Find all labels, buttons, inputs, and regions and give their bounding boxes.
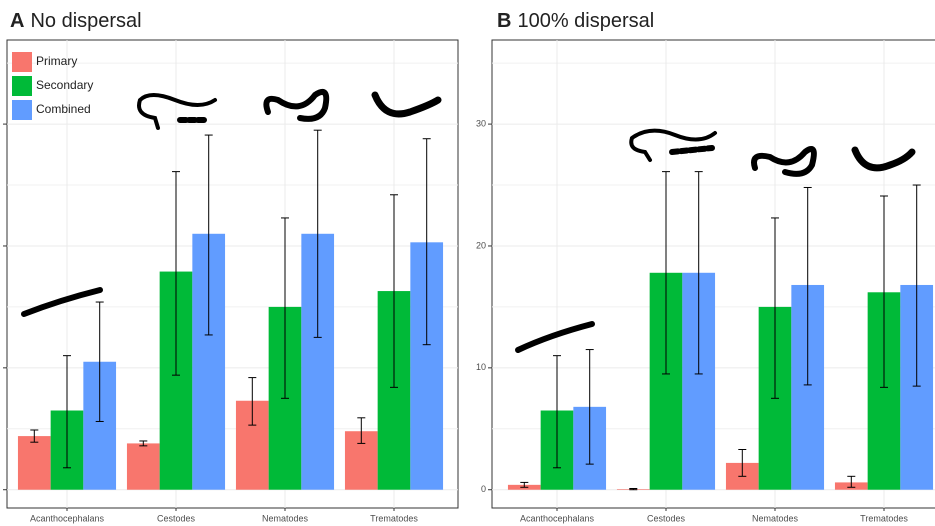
error-bar <box>30 429 39 443</box>
panel-letter: A <box>10 10 24 32</box>
legend-label: Secondary <box>36 78 93 92</box>
error-bar <box>912 184 921 387</box>
error-bar <box>803 186 812 386</box>
error-bar <box>172 171 180 376</box>
x-tick-label: Acanthocephalans <box>520 513 595 523</box>
y-tick-label: 10 <box>476 362 486 372</box>
parasite-silhouettes <box>21 89 916 353</box>
x-tick-label: Nematodes <box>262 513 309 523</box>
error-bar <box>771 217 779 399</box>
cestode-icon <box>629 128 717 162</box>
error-bar <box>63 355 71 469</box>
error-bar <box>880 195 888 388</box>
error-bar <box>248 377 257 426</box>
trematode-icon <box>371 91 442 118</box>
acanthocephalan-icon <box>515 321 595 353</box>
panels: A No dispersal Acanthocephalans Cestodes Nem… <box>3 10 935 523</box>
x-tick-label: Nematodes <box>752 513 799 523</box>
y-tick-label: 0 <box>481 484 486 494</box>
error-bar <box>629 488 638 491</box>
acanthocephalan-icon <box>21 287 103 317</box>
error-bar <box>520 481 529 488</box>
legend-label: Combined <box>36 102 91 116</box>
trematode-icon <box>851 146 916 172</box>
cestode-segments <box>669 145 715 155</box>
legend-swatch <box>12 76 32 96</box>
error-bar <box>553 355 561 469</box>
x-tick-label: Cestodes <box>157 513 196 523</box>
y-tick-label: 30 <box>476 118 486 128</box>
error-bar <box>847 475 856 488</box>
x-tick-label: Trematodes <box>860 513 908 523</box>
error-bar <box>95 301 104 422</box>
legend-label: Primary <box>36 54 77 68</box>
error-bar <box>694 171 703 375</box>
error-bar <box>422 138 431 346</box>
x-tick-label: Acanthocephalans <box>30 513 105 523</box>
legend-swatch <box>12 100 32 120</box>
nematode-icon <box>751 146 817 177</box>
x-tick-label: Cestodes <box>647 513 686 523</box>
panel-letter: B <box>497 10 511 32</box>
panel-subtitle: No dispersal <box>30 10 141 32</box>
error-bar <box>390 194 398 388</box>
error-bar <box>357 417 366 444</box>
nematode-icon <box>263 89 330 122</box>
x-tick-label: Trematodes <box>370 513 418 523</box>
error-bar <box>738 449 747 477</box>
error-bar <box>204 134 213 336</box>
error-bar <box>281 217 289 399</box>
bar <box>126 443 160 490</box>
panel-subtitle: 100% dispersal <box>517 10 654 32</box>
cestode-icon <box>137 93 217 130</box>
y-tick-label: 20 <box>476 240 486 250</box>
error-bar <box>139 440 148 447</box>
bar <box>17 436 51 490</box>
legend-swatch <box>12 52 32 72</box>
error-bar <box>585 349 594 465</box>
error-bar <box>662 171 670 375</box>
panel-title: A No dispersal <box>10 10 142 32</box>
error-bar <box>313 129 322 338</box>
panel-title: B 100% dispersal <box>497 10 654 32</box>
